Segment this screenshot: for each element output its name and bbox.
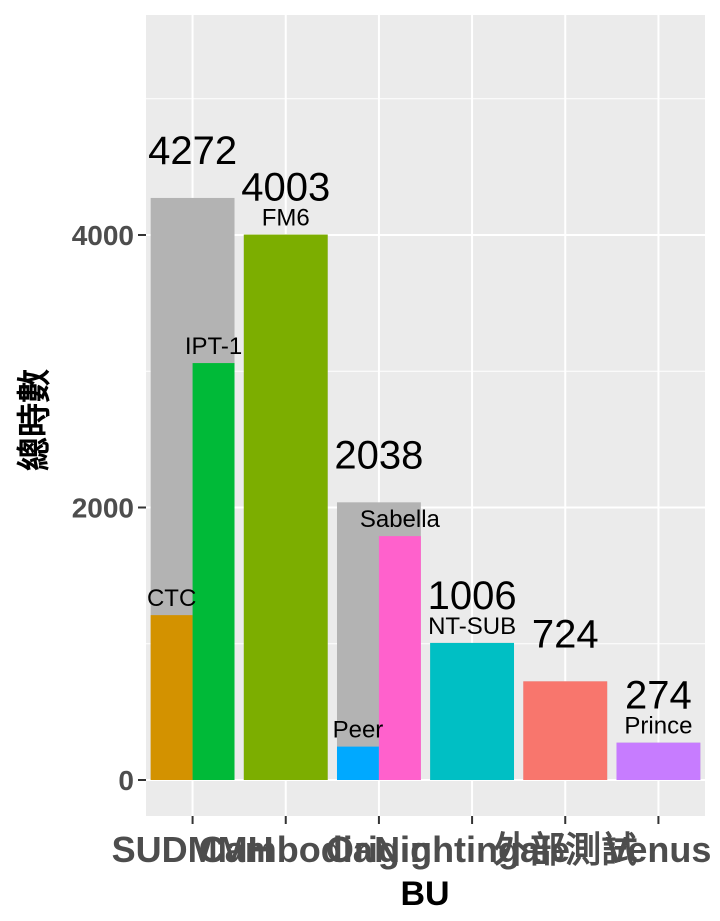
segment-label: CTC: [147, 585, 196, 612]
y-tick-label: 2000: [72, 493, 134, 524]
x-tick-label: SUDMMH: [112, 829, 274, 870]
total-label: 274: [625, 674, 692, 718]
segment-bar: [336, 746, 379, 780]
segment-bar: [150, 615, 193, 780]
segment-bar: [616, 742, 701, 780]
segment-bar: [192, 363, 235, 780]
segment-bar: [243, 234, 328, 780]
x-tick-label: Venus: [605, 829, 711, 870]
total-label: 1006: [428, 574, 517, 618]
x-axis-title: BU: [400, 875, 449, 913]
total-label: 2038: [334, 433, 423, 477]
total-label: 4003: [241, 166, 330, 210]
segment-label: IPT-1: [185, 333, 242, 360]
panel-background: [146, 15, 705, 816]
y-tick-label: 4000: [72, 220, 134, 251]
x-tick-label: 外部測試: [493, 829, 637, 870]
y-axis-title: 總時數: [16, 369, 54, 471]
x-tick-label: Cambodia: [199, 829, 374, 870]
x-tick-label: Nightingale: [374, 829, 570, 870]
y-axis: 0 2000 4000: [72, 220, 146, 796]
segment-label: Sabella: [360, 506, 441, 533]
segment-label: Prince: [624, 713, 692, 740]
bars: [150, 197, 701, 780]
y-tick-label: 0: [118, 765, 134, 796]
segment-bar: [523, 681, 608, 780]
x-tick-label: Origin: [326, 829, 432, 870]
segment-label: Peer: [333, 717, 384, 744]
segment-bar: [378, 536, 421, 780]
segment-bar: [430, 642, 515, 780]
total-label: 4272: [148, 129, 237, 173]
segment-label: NT-SUB: [428, 613, 516, 640]
segment-label: FM6: [262, 205, 310, 232]
bar-labels: CTC IPT-1 FM6 Peer Sabella NT-SUB Prince 427240…: [147, 129, 692, 744]
total-label: 724: [532, 612, 599, 656]
